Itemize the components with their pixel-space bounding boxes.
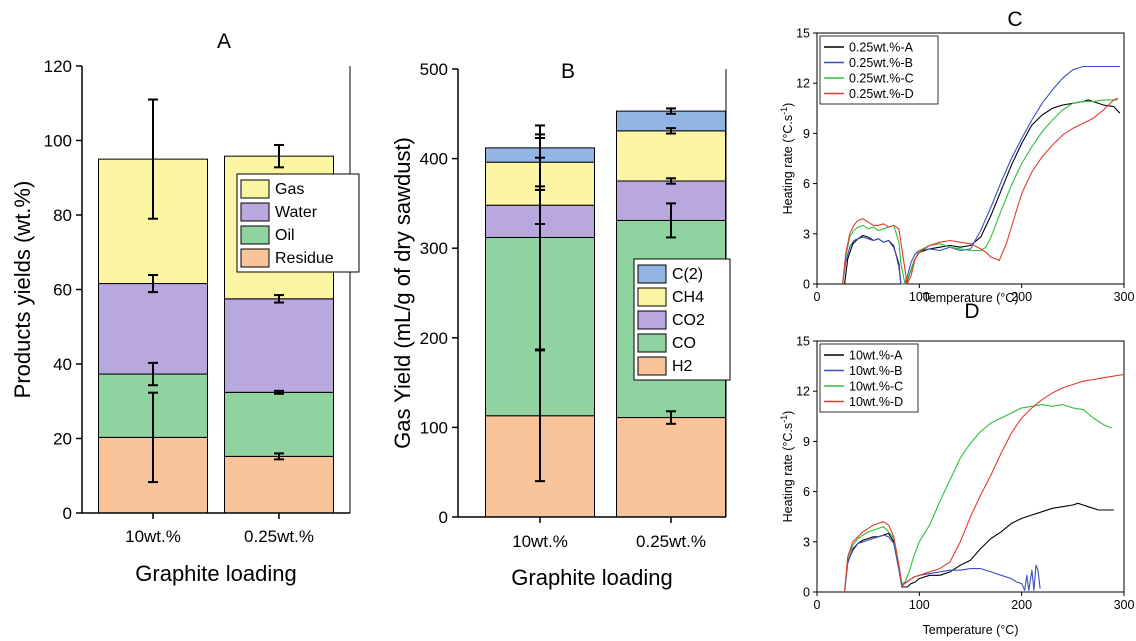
legend-label: CO bbox=[672, 335, 696, 352]
bar-oil-1 bbox=[224, 391, 334, 457]
legend-label: 0.25wt.%-B bbox=[849, 56, 913, 70]
y-tick-label: 6 bbox=[803, 485, 810, 499]
series-line-0-25wt-b bbox=[842, 65, 1120, 285]
panel-letter: D bbox=[964, 300, 979, 323]
panel-c: 0 3 6 9 12 15 0 100 200 300 Temperature (°C) Heatin… bbox=[779, 8, 1134, 305]
series-line-10wt-c bbox=[844, 404, 1112, 593]
x-tick-label: 200 bbox=[1011, 290, 1032, 304]
legend-label: 10wt.%-A bbox=[849, 349, 903, 363]
y-axis-label: Heating rate (°C.s-1) bbox=[779, 103, 795, 215]
legend-label: Water bbox=[275, 204, 318, 221]
y-tick-label: 500 bbox=[420, 60, 448, 79]
legend-swatch bbox=[240, 225, 270, 245]
legend-label: Gas bbox=[275, 181, 304, 198]
legend-label: 10wt.%-C bbox=[849, 380, 903, 394]
bar-water-1 bbox=[224, 298, 334, 393]
x-tick-label: 0.25wt.% bbox=[244, 527, 314, 546]
y-tick-label: 3 bbox=[803, 535, 810, 549]
y-tick-label: 20 bbox=[53, 430, 72, 449]
x-tick-label: 10wt.% bbox=[125, 527, 181, 546]
y-tick-label: 0 bbox=[439, 508, 448, 527]
x-tick-label: 0.25wt.% bbox=[636, 532, 706, 551]
y-tick-label: 100 bbox=[420, 418, 448, 437]
bar-ch4-1 bbox=[616, 130, 726, 182]
y-tick-label: 0 bbox=[803, 278, 810, 292]
x-tick-label: 100 bbox=[909, 290, 930, 304]
y-tick-label: 200 bbox=[420, 329, 448, 348]
legend-label: 0.25wt.%-D bbox=[849, 87, 914, 101]
x-tick-label: 100 bbox=[909, 598, 930, 612]
x-tick-label: 0 bbox=[814, 598, 821, 612]
series-line-10wt-a bbox=[844, 502, 1114, 593]
y-tick-label: 400 bbox=[420, 150, 448, 169]
legend-swatch bbox=[637, 356, 667, 376]
series-line-0-25wt-c bbox=[842, 99, 1118, 285]
x-axis-label: Graphite loading bbox=[511, 565, 672, 590]
y-tick-label: 9 bbox=[803, 127, 810, 141]
y-tick-label: 12 bbox=[796, 385, 810, 399]
y-tick-label: 6 bbox=[803, 177, 810, 191]
legend-label: Residue bbox=[275, 250, 334, 267]
y-tick-label: 60 bbox=[53, 281, 72, 300]
bar-water-0 bbox=[98, 283, 208, 375]
panel-letter: C bbox=[1007, 8, 1022, 31]
plot-frame bbox=[816, 340, 1125, 593]
legend-label: 10wt.%-D bbox=[849, 395, 903, 409]
series-line-10wt-d bbox=[844, 373, 1125, 593]
x-axis-label: Temperature (°C) bbox=[923, 291, 1019, 305]
legend-swatch bbox=[240, 202, 270, 222]
x-tick-label: 200 bbox=[1011, 598, 1032, 612]
bar-residue-1 bbox=[224, 455, 334, 514]
y-axis-label: Gas Yield (mL/g of dry sawdust) bbox=[390, 137, 415, 449]
plot-frame bbox=[816, 32, 1125, 285]
legend-label: Oil bbox=[275, 227, 295, 244]
legend-label: H2 bbox=[672, 358, 693, 375]
panel-b: 0 100 200 300 400 500 10wt.% 0.25wt.% Graphite l… bbox=[390, 60, 731, 590]
y-axis-label: Products yields (wt.%) bbox=[10, 181, 35, 399]
y-tick-label: 80 bbox=[53, 206, 72, 225]
x-tick-label: 0 bbox=[814, 290, 821, 304]
legend-label: 0.25wt.%-C bbox=[849, 72, 914, 86]
x-tick-label: 300 bbox=[1114, 598, 1135, 612]
y-tick-label: 40 bbox=[53, 355, 72, 374]
x-tick-label: 10wt.% bbox=[512, 532, 568, 551]
y-tick-label: 300 bbox=[420, 239, 448, 258]
legend-label: CO2 bbox=[672, 312, 705, 329]
panel-letter: A bbox=[217, 30, 231, 53]
y-tick-label: 3 bbox=[803, 227, 810, 241]
x-axis-label: Temperature (°C) bbox=[923, 623, 1019, 637]
series-line-10wt-b bbox=[844, 534, 1041, 593]
legend-label: CH4 bbox=[672, 289, 704, 306]
series-line-0-25wt-d bbox=[842, 97, 1119, 285]
legend-label: C(2) bbox=[672, 266, 703, 283]
y-tick-label: 0 bbox=[803, 586, 810, 600]
series-line-0-25wt-a bbox=[844, 99, 1121, 285]
y-tick-label: 0 bbox=[63, 504, 72, 523]
y-tick-label: 120 bbox=[44, 57, 72, 76]
bar-h2-1 bbox=[616, 417, 726, 518]
legend-swatch bbox=[240, 179, 270, 199]
y-tick-label: 9 bbox=[803, 435, 810, 449]
y-tick-label: 100 bbox=[44, 132, 72, 151]
panel-letter: B bbox=[561, 60, 575, 83]
legend-swatch bbox=[637, 310, 667, 330]
legend-label: 0.25wt.%-A bbox=[849, 41, 914, 55]
y-tick-label: 15 bbox=[796, 27, 810, 41]
y-axis-label: Heating rate (°C.s-1) bbox=[779, 411, 795, 523]
legend-label: 10wt.%-B bbox=[849, 364, 903, 378]
panel-d: 0 3 6 9 12 15 0 100 200 300 Temperature (°C) Heatin… bbox=[779, 300, 1134, 637]
legend-swatch bbox=[240, 248, 270, 268]
y-tick-label: 12 bbox=[796, 77, 810, 91]
legend-swatch bbox=[637, 264, 667, 284]
legend-swatch bbox=[637, 333, 667, 353]
y-tick-label: 15 bbox=[796, 335, 810, 349]
x-axis-label: Graphite loading bbox=[135, 561, 296, 586]
legend-swatch bbox=[637, 287, 667, 307]
panel-a: 0 20 40 60 80 100 120 10wt.% 0.25wt.% Graphite lo… bbox=[10, 30, 360, 586]
x-tick-label: 300 bbox=[1114, 290, 1135, 304]
